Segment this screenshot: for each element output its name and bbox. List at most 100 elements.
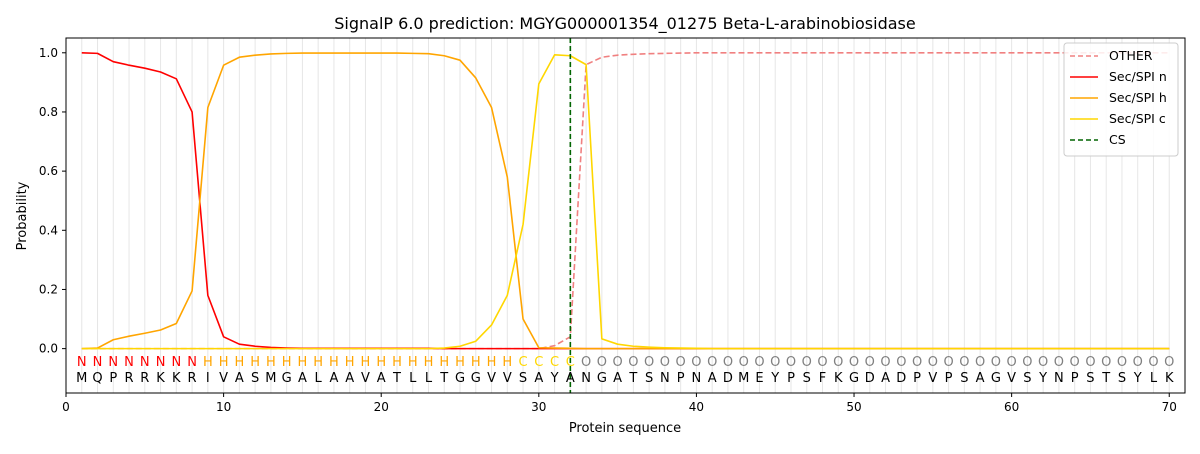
- y-tick-label-0.8: 0.8: [39, 105, 58, 119]
- residue-label-39: P: [677, 371, 685, 386]
- residue-label-28: V: [503, 371, 512, 386]
- residue-label-49: K: [834, 371, 843, 386]
- residue-label-4: R: [125, 371, 134, 386]
- residue-label-53: D: [896, 371, 906, 386]
- region-label-59: O: [991, 355, 1001, 370]
- residue-label-19: V: [361, 371, 370, 386]
- region-label-32: C: [566, 355, 575, 370]
- region-label-27: H: [487, 355, 497, 370]
- region-label-17: H: [329, 355, 339, 370]
- x-axis-label: Protein sequence: [569, 421, 681, 436]
- region-label-6: N: [156, 355, 166, 370]
- residue-label-43: M: [738, 371, 749, 386]
- x-tick-label-40: 40: [689, 400, 704, 414]
- region-label-20: H: [376, 355, 386, 370]
- region-label-53: O: [896, 355, 906, 370]
- region-label-11: H: [234, 355, 244, 370]
- residue-label-70: K: [1165, 371, 1174, 386]
- region-label-39: O: [676, 355, 686, 370]
- residue-label-2: Q: [92, 371, 102, 386]
- region-label-36: O: [628, 355, 638, 370]
- legend-label-other: OTHER: [1109, 48, 1153, 63]
- region-label-37: O: [644, 355, 654, 370]
- region-label-60: O: [1007, 355, 1017, 370]
- region-label-30: C: [534, 355, 543, 370]
- region-label-54: O: [912, 355, 922, 370]
- residue-label-55: V: [928, 371, 937, 386]
- x-tick-label-50: 50: [846, 400, 861, 414]
- residue-label-31: Y: [550, 371, 559, 386]
- residue-label-54: P: [913, 371, 921, 386]
- region-label-69: O: [1148, 355, 1158, 370]
- legend-label-sec-spi-h: Sec/SPI h: [1109, 90, 1167, 105]
- region-label-4: N: [124, 355, 134, 370]
- region-label-10: H: [219, 355, 229, 370]
- residue-label-47: S: [803, 371, 811, 386]
- region-label-21: H: [392, 355, 402, 370]
- x-tick-label-20: 20: [374, 400, 389, 414]
- residue-label-68: Y: [1133, 371, 1142, 386]
- region-label-44: O: [754, 355, 764, 370]
- region-label-24: H: [439, 355, 449, 370]
- residue-label-35: A: [613, 371, 622, 386]
- region-label-16: H: [313, 355, 323, 370]
- region-label-13: H: [266, 355, 276, 370]
- grid-layer: [81, 38, 1170, 393]
- y-tick-label-0.6: 0.6: [39, 164, 58, 178]
- chart-title: SignalP 6.0 prediction: MGYG000001354_01…: [334, 14, 915, 34]
- residue-label-59: G: [991, 371, 1001, 386]
- residue-label-60: V: [1007, 371, 1016, 386]
- residue-label-52: A: [881, 371, 890, 386]
- residue-label-21: T: [392, 371, 401, 386]
- region-label-41: O: [707, 355, 717, 370]
- region-label-18: H: [345, 355, 355, 370]
- residue-label-3: P: [109, 371, 117, 386]
- region-label-66: O: [1101, 355, 1111, 370]
- region-label-45: O: [770, 355, 780, 370]
- residue-label-34: G: [597, 371, 607, 386]
- region-label-23: H: [424, 355, 434, 370]
- residue-label-15: A: [298, 371, 307, 386]
- residue-label-9: I: [206, 371, 210, 386]
- region-label-9: H: [203, 355, 213, 370]
- residue-label-66: T: [1101, 371, 1110, 386]
- plot-frame: [65, 37, 1186, 394]
- residue-label-63: N: [1054, 371, 1064, 386]
- region-label-61: O: [1022, 355, 1032, 370]
- axis-layer: 0 10 20 30 40 50 60 70 0.0 0.2 0.4 0.6 0.8 1.0: [39, 46, 1177, 414]
- region-label-2: N: [93, 355, 103, 370]
- region-label-26: H: [471, 355, 481, 370]
- residue-label-30: A: [534, 371, 543, 386]
- region-label-40: O: [691, 355, 701, 370]
- residue-label-38: N: [660, 371, 670, 386]
- region-label-19: H: [361, 355, 371, 370]
- x-tick-label-30: 30: [531, 400, 546, 414]
- y-tick-label-0.2: 0.2: [39, 282, 58, 296]
- region-label-56: O: [943, 355, 953, 370]
- y-tick-label-0.4: 0.4: [39, 223, 58, 237]
- region-label-1: N: [77, 355, 87, 370]
- region-label-28: H: [502, 355, 512, 370]
- series-layer: [81, 51, 1170, 350]
- region-label-46: O: [786, 355, 796, 370]
- region-label-57: O: [959, 355, 969, 370]
- residue-label-23: L: [425, 371, 433, 386]
- residue-label-16: L: [315, 371, 323, 386]
- region-label-33: O: [581, 355, 591, 370]
- residue-label-32: A: [566, 371, 575, 386]
- region-label-58: O: [975, 355, 985, 370]
- region-label-51: O: [865, 355, 875, 370]
- residue-label-5: R: [140, 371, 149, 386]
- residue-label-1: M: [76, 371, 87, 386]
- x-tick-label-60: 60: [1004, 400, 1019, 414]
- region-label-7: N: [171, 355, 181, 370]
- legend: OTHER Sec/SPI n Sec/SPI h Sec/SPI c CS: [1063, 42, 1179, 157]
- region-label-50: O: [849, 355, 859, 370]
- region-label-49: O: [833, 355, 843, 370]
- region-label-34: O: [597, 355, 607, 370]
- residue-label-8: R: [188, 371, 197, 386]
- y-tick-label-0: 0.0: [39, 342, 58, 356]
